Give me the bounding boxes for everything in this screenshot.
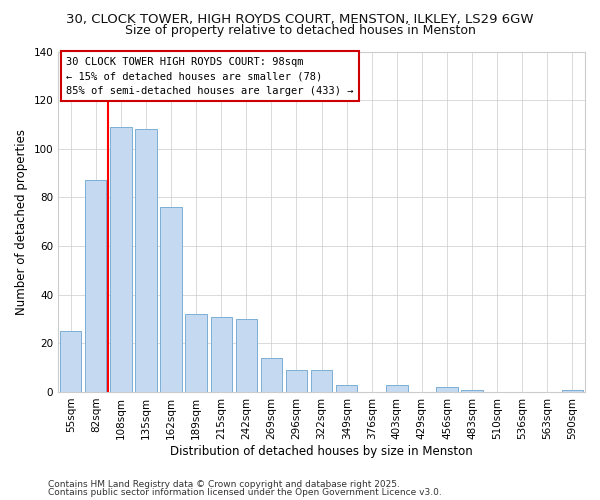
Bar	[110, 127, 131, 392]
Bar	[60, 331, 82, 392]
Bar	[386, 384, 407, 392]
Bar	[461, 390, 483, 392]
Text: Contains HM Land Registry data © Crown copyright and database right 2025.: Contains HM Land Registry data © Crown c…	[48, 480, 400, 489]
Bar	[286, 370, 307, 392]
Bar	[185, 314, 207, 392]
Y-axis label: Number of detached properties: Number of detached properties	[15, 128, 28, 314]
Bar	[160, 207, 182, 392]
Bar	[336, 384, 358, 392]
Text: Size of property relative to detached houses in Menston: Size of property relative to detached ho…	[125, 24, 475, 37]
Text: Contains public sector information licensed under the Open Government Licence v3: Contains public sector information licen…	[48, 488, 442, 497]
Bar	[311, 370, 332, 392]
Bar	[85, 180, 106, 392]
Bar	[211, 316, 232, 392]
Text: 30 CLOCK TOWER HIGH ROYDS COURT: 98sqm
← 15% of detached houses are smaller (78): 30 CLOCK TOWER HIGH ROYDS COURT: 98sqm ←…	[66, 56, 353, 96]
Bar	[136, 130, 157, 392]
X-axis label: Distribution of detached houses by size in Menston: Distribution of detached houses by size …	[170, 444, 473, 458]
Bar	[261, 358, 282, 392]
Text: 30, CLOCK TOWER, HIGH ROYDS COURT, MENSTON, ILKLEY, LS29 6GW: 30, CLOCK TOWER, HIGH ROYDS COURT, MENST…	[66, 12, 534, 26]
Bar	[436, 387, 458, 392]
Bar	[562, 390, 583, 392]
Bar	[236, 319, 257, 392]
